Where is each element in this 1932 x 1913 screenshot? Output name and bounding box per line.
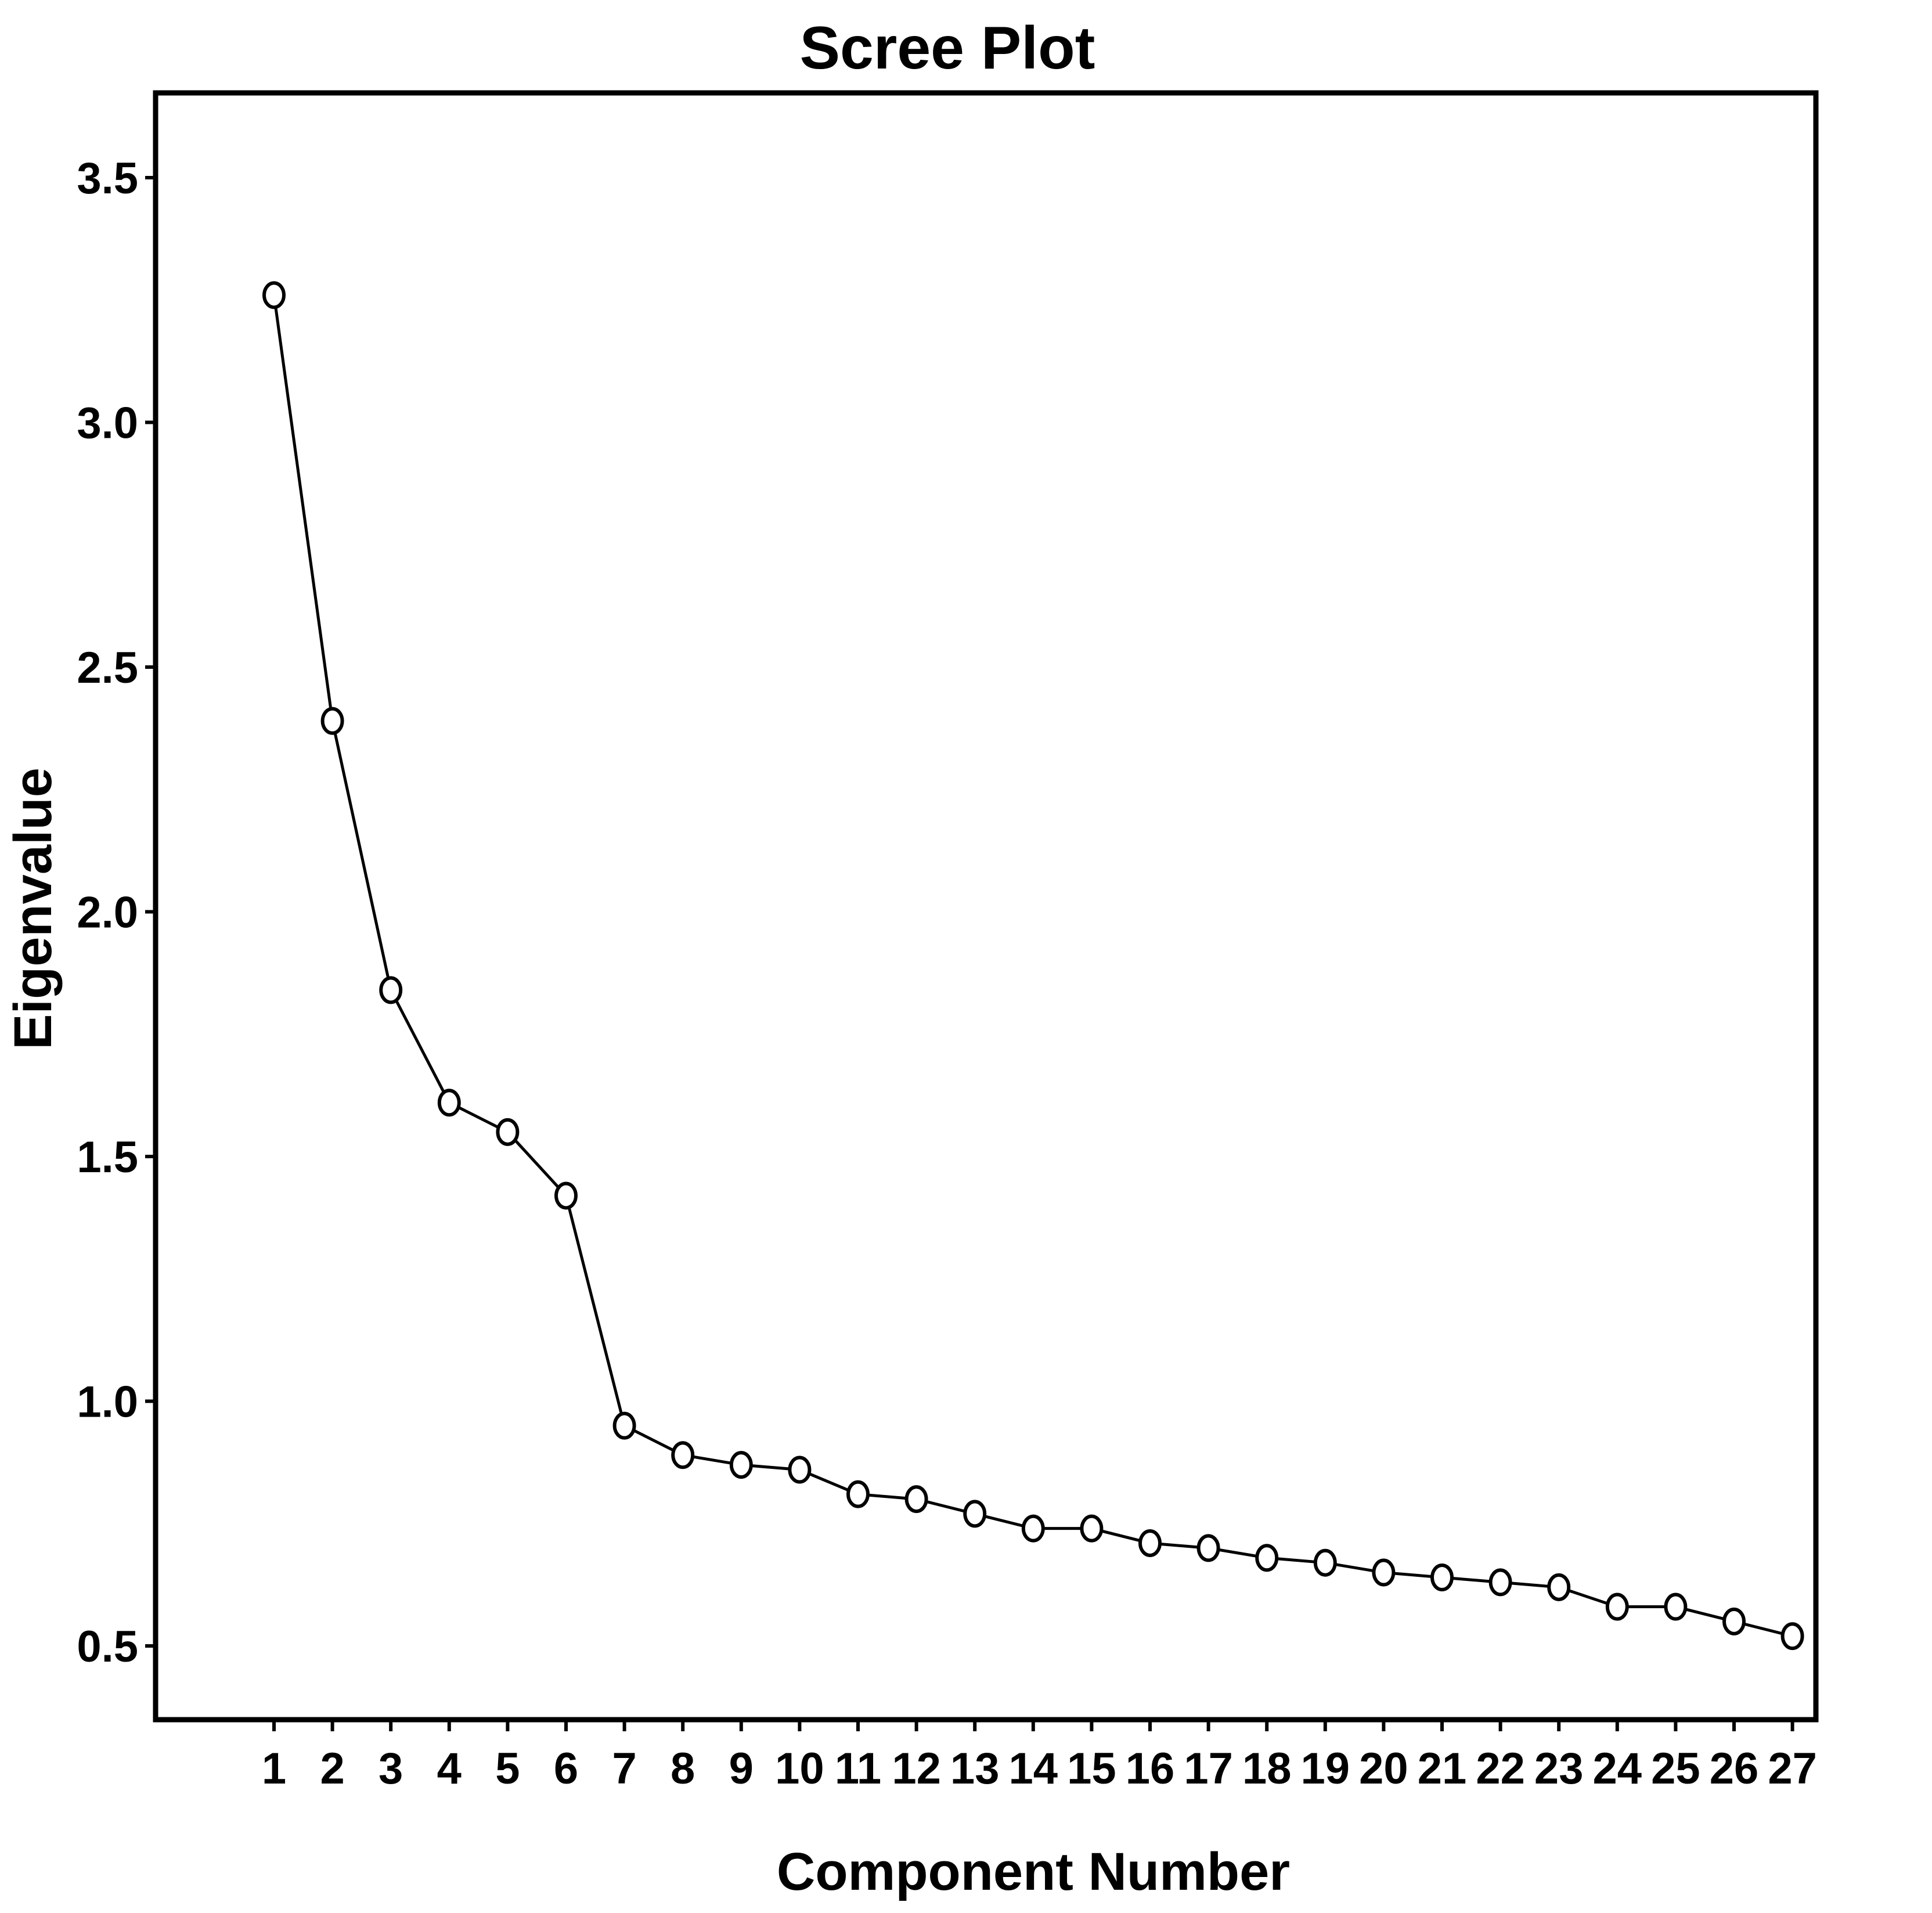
x-tick-label: 24 xyxy=(1593,1744,1642,1793)
x-tick-label: 5 xyxy=(495,1744,520,1793)
x-tick-label: 19 xyxy=(1301,1744,1350,1793)
y-axis: 0.5 1.0 1.5 2.0 2.5 3.0 3.5 xyxy=(77,154,156,1671)
data-point xyxy=(671,1441,695,1469)
data-point xyxy=(1021,1514,1045,1543)
eigenvalue-line xyxy=(272,294,1793,1638)
y-tick-label: 2.5 xyxy=(77,643,138,693)
data-point xyxy=(320,707,344,735)
data-point xyxy=(262,281,286,309)
data-point xyxy=(554,1181,578,1210)
x-tick-label: 16 xyxy=(1126,1744,1175,1793)
x-tick-label: 7 xyxy=(612,1744,636,1793)
data-point xyxy=(788,1456,812,1484)
data-point xyxy=(846,1480,870,1508)
x-tick-label: 20 xyxy=(1359,1744,1408,1793)
data-point xyxy=(1547,1573,1571,1601)
y-axis-label: Eigenvalue xyxy=(3,768,63,1050)
x-tick-label: 17 xyxy=(1184,1744,1233,1793)
y-tick-label: 2.0 xyxy=(77,888,138,938)
x-tick-label: 21 xyxy=(1418,1744,1467,1793)
x-tick-label: 27 xyxy=(1768,1744,1817,1793)
data-point xyxy=(1430,1563,1454,1591)
y-tick-label: 3.0 xyxy=(77,399,138,448)
data-point xyxy=(1196,1534,1220,1562)
data-point xyxy=(1605,1593,1629,1621)
data-point xyxy=(1080,1514,1104,1543)
data-point xyxy=(1313,1548,1337,1577)
plot-frame xyxy=(153,90,1819,1723)
x-tick-label: 2 xyxy=(320,1744,344,1793)
data-point xyxy=(1780,1622,1804,1651)
y-tick-label: 1.0 xyxy=(77,1378,138,1427)
data-point xyxy=(1664,1593,1688,1621)
x-tick-label: 11 xyxy=(835,1744,881,1793)
y-tick-label: 3.5 xyxy=(77,154,138,203)
x-tick-label: 25 xyxy=(1651,1744,1700,1793)
x-tick-label: 9 xyxy=(729,1744,754,1793)
x-tick-label: 13 xyxy=(950,1744,1000,1793)
data-point xyxy=(437,1089,461,1117)
x-axis: 1 2 3 4 5 6 7 8 9 10 11 12 13 14 15 16 17 18 19 20 21 22 23 24 2… xyxy=(262,1720,1817,1793)
x-tick-label: 26 xyxy=(1710,1744,1759,1793)
x-tick-label: 10 xyxy=(775,1744,824,1793)
x-tick-label: 22 xyxy=(1476,1744,1525,1793)
data-point xyxy=(1488,1568,1512,1597)
data-point xyxy=(1372,1558,1396,1587)
data-point xyxy=(729,1451,753,1479)
data-point xyxy=(1255,1544,1279,1572)
data-point xyxy=(904,1485,928,1514)
x-tick-label: 23 xyxy=(1534,1744,1584,1793)
data-point xyxy=(963,1500,987,1528)
y-tick-label: 1.5 xyxy=(77,1133,138,1182)
x-tick-label: 1 xyxy=(262,1744,286,1793)
x-tick-label: 3 xyxy=(379,1744,403,1793)
x-axis-label: Component Number xyxy=(777,1842,1290,1901)
data-point xyxy=(612,1411,636,1440)
data-point xyxy=(379,976,403,1004)
x-tick-label: 12 xyxy=(892,1744,941,1793)
chart-title: Scree Plot xyxy=(800,15,1095,82)
x-tick-label: 18 xyxy=(1242,1744,1292,1793)
x-tick-label: 4 xyxy=(437,1744,462,1793)
y-tick-label: 0.5 xyxy=(77,1622,138,1671)
data-point xyxy=(1722,1607,1746,1635)
x-tick-label: 6 xyxy=(554,1744,578,1793)
x-tick-label: 15 xyxy=(1067,1744,1116,1793)
x-tick-label: 8 xyxy=(671,1744,695,1793)
x-tick-label: 14 xyxy=(1009,1744,1058,1793)
data-point xyxy=(496,1118,520,1146)
data-point xyxy=(1138,1529,1162,1557)
data-points xyxy=(262,281,1804,1651)
